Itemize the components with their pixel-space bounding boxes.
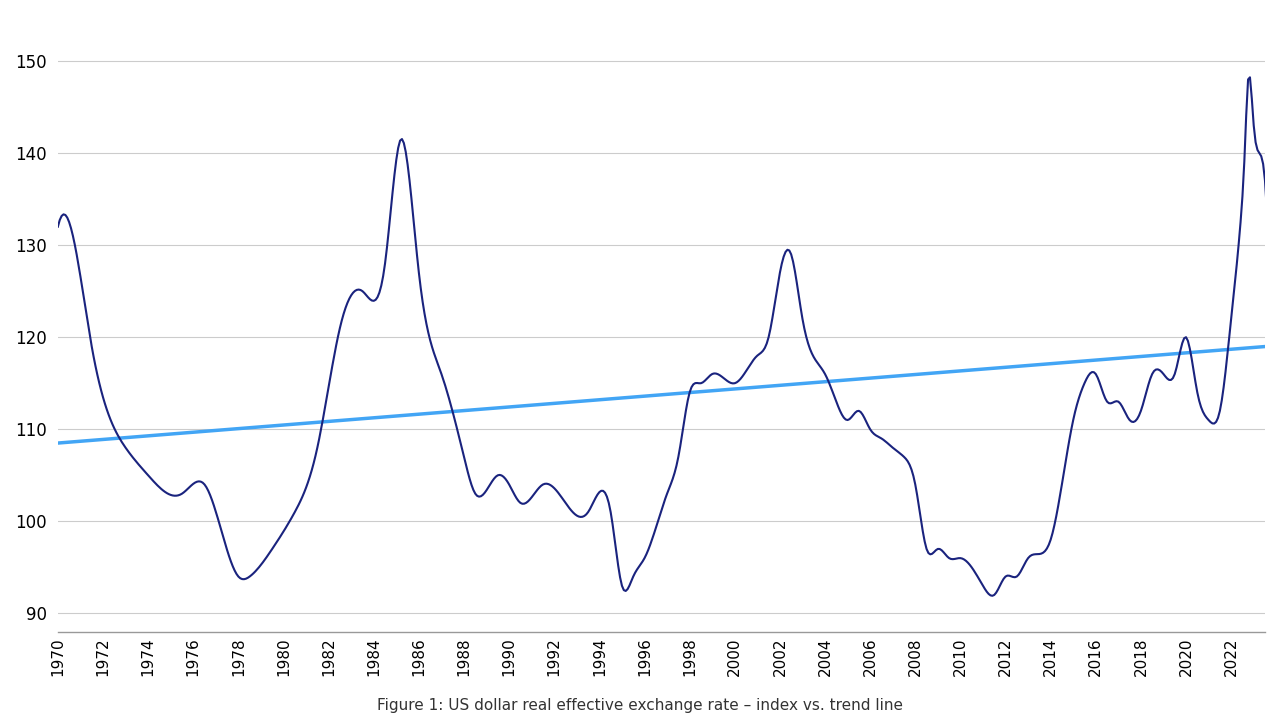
- Text: Figure 1: US dollar real effective exchange rate – index vs. trend line: Figure 1: US dollar real effective excha…: [378, 698, 902, 713]
